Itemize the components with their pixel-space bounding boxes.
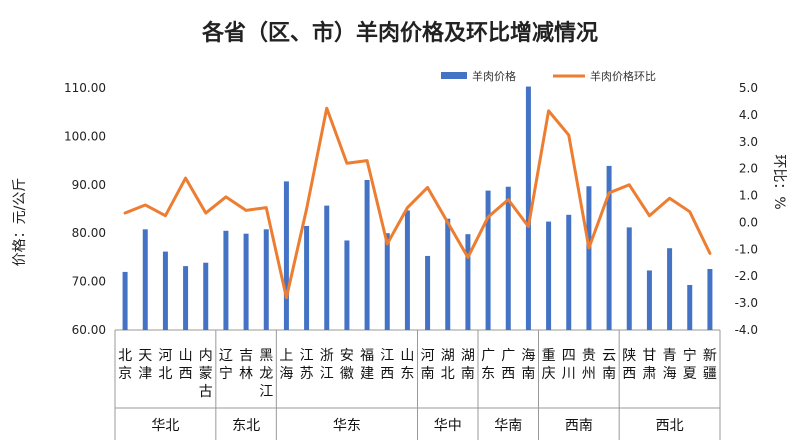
x-tick-label: 黑龙江	[259, 348, 273, 400]
bar	[606, 165, 612, 330]
bar	[667, 248, 673, 330]
region-label: 华北	[151, 418, 179, 434]
bar	[404, 210, 410, 330]
x-tick-label: 新疆	[703, 348, 717, 382]
bar	[586, 186, 592, 330]
y-tick-label: 70.00	[72, 275, 106, 289]
bar	[646, 270, 652, 330]
chart-title: 各省（区、市）羊肉价格及环比增减情况	[201, 20, 598, 46]
x-tick-label: 青海	[663, 348, 677, 382]
bar	[283, 181, 289, 330]
bar	[324, 205, 330, 330]
x-tick-label: 湖北	[441, 348, 455, 382]
region-label: 东北	[232, 418, 260, 434]
legend-label-change: 羊肉价格环比	[590, 69, 656, 83]
bar	[364, 179, 370, 330]
x-tick-label: 内蒙古	[199, 348, 213, 400]
bar	[203, 262, 209, 330]
y-tick-label: 80.00	[72, 226, 106, 240]
bar	[465, 234, 471, 330]
x-tick-label: 宁夏	[683, 347, 697, 382]
bar	[425, 255, 431, 330]
y2-tick-label: -4.0	[735, 323, 758, 337]
plot-area: 60.00 70.00 80.00 90.00 100.00 110.00 -4.0 -3.0…	[64, 81, 758, 440]
x-tick-label: 河南	[421, 348, 435, 382]
region-label: 西北	[656, 418, 684, 434]
x-tick-label: 安徽	[340, 348, 354, 382]
change-line	[123, 106, 712, 300]
region-label: 华中	[434, 418, 462, 434]
x-tick-label: 山东	[400, 348, 414, 382]
region-label: 华南	[494, 418, 522, 434]
y2-tick-label: 4.0	[739, 108, 758, 122]
bar	[243, 233, 249, 330]
x-tick-label: 海南	[521, 348, 535, 382]
bar	[183, 266, 189, 330]
y2-tick-label: 1.0	[739, 189, 758, 203]
x-tick-label: 重庆	[542, 348, 556, 382]
x-tick-label: 江苏	[300, 348, 314, 382]
x-tick-label: 山西	[179, 348, 193, 382]
y2-tick-label: 0.0	[739, 215, 758, 229]
x-tick-label: 甘肃	[642, 348, 656, 382]
region-label: 西南	[565, 418, 593, 434]
x-tick-label: 贵州	[582, 348, 596, 382]
legend-bar-swatch	[441, 72, 467, 79]
bar	[384, 233, 390, 330]
y2-tick-label: 5.0	[739, 81, 758, 95]
x-tick-label: 广东	[481, 348, 495, 382]
bar	[162, 251, 168, 330]
x-tick-label: 浙江	[320, 348, 334, 382]
legend-label-price: 羊肉价格	[472, 69, 516, 83]
y2-tick-label: -2.0	[735, 269, 758, 283]
bar	[485, 190, 491, 330]
bar	[223, 230, 229, 330]
y-tick-label: 100.00	[64, 129, 106, 143]
bar	[707, 269, 713, 330]
x-tick-label: 辽宁	[219, 348, 233, 382]
y-tick-label: 110.00	[64, 81, 106, 95]
x-tick-label: 福建	[360, 348, 374, 382]
y2-axis-label: 环比：%	[771, 154, 787, 209]
bar	[687, 284, 693, 330]
bar	[505, 186, 511, 330]
x-tick-label: 上海	[279, 348, 293, 382]
region-label: 华东	[333, 418, 361, 434]
bar	[525, 86, 531, 330]
bar	[626, 227, 632, 330]
bar	[122, 271, 128, 330]
bar	[546, 221, 552, 330]
y-tick-label: 60.00	[72, 323, 106, 337]
bar	[445, 218, 451, 330]
x-tick-label: 天津	[138, 348, 152, 382]
bar	[263, 229, 269, 330]
y2-tick-label: -3.0	[735, 296, 758, 310]
x-tick-label: 湖南	[461, 348, 475, 382]
x-tick-label: 吉林	[239, 348, 253, 382]
x-tick-label: 北京	[118, 348, 132, 382]
bar	[142, 229, 148, 330]
x-tick-label: 陕西	[622, 348, 636, 382]
y-tick-label: 90.00	[72, 178, 106, 192]
bar	[304, 225, 310, 330]
y2-tick-label: 3.0	[739, 135, 758, 149]
x-tick-label: 河北	[158, 348, 172, 382]
y2-tick-label: -1.0	[735, 242, 758, 256]
bar	[566, 214, 572, 330]
x-tick-label: 四川	[562, 348, 576, 382]
y-axis-label: 价格：元/公斤	[12, 178, 28, 267]
bar	[344, 240, 350, 330]
y2-tick-label: 2.0	[739, 162, 758, 176]
legend: 羊肉价格 羊肉价格环比	[441, 69, 656, 83]
x-tick-label: 广西	[501, 348, 515, 382]
x-tick-label: 江西	[380, 348, 394, 382]
x-tick-label: 云南	[602, 348, 616, 382]
